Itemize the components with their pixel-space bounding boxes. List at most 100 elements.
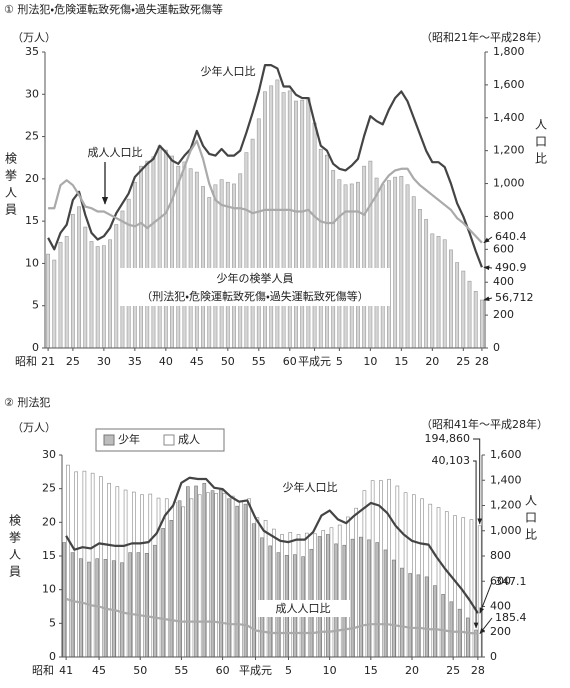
x-tick-label: 25 — [456, 355, 470, 368]
bar — [325, 154, 329, 349]
bar — [87, 561, 91, 658]
x-tick-label: 5 — [336, 355, 343, 368]
x-tick-label: 41 — [59, 664, 73, 677]
bar — [58, 241, 63, 349]
bar — [391, 559, 396, 658]
bar — [238, 173, 243, 349]
bar — [128, 552, 132, 658]
bar — [424, 576, 429, 658]
bar — [331, 170, 336, 349]
bar — [288, 532, 293, 658]
bar — [430, 233, 435, 349]
bar — [370, 480, 375, 658]
y-tick-label: 15 — [25, 214, 39, 227]
bar — [156, 497, 161, 658]
bar — [46, 253, 51, 349]
annotation-box — [256, 600, 350, 617]
y-tick-label: 25 — [25, 130, 39, 143]
bar — [428, 503, 433, 658]
bar — [362, 490, 367, 658]
bar — [108, 239, 112, 349]
period: （昭和41年～平成28年） — [421, 417, 548, 431]
y2-tick-label: 1,200 — [493, 144, 525, 157]
x-tick-label: 40 — [159, 355, 173, 368]
bar — [188, 168, 193, 349]
bar — [387, 478, 391, 658]
value-label: 40,103 — [432, 454, 471, 467]
bar — [294, 100, 298, 349]
bar — [374, 177, 379, 349]
bar — [151, 156, 156, 349]
bar — [83, 226, 88, 349]
bar — [201, 186, 205, 349]
bar — [176, 165, 181, 349]
legend-label: 成人 — [178, 433, 200, 446]
bar — [375, 542, 380, 658]
label-arrow — [473, 438, 483, 525]
bar — [177, 500, 182, 658]
period: （昭和21年～平成28年） — [421, 30, 548, 44]
bar — [182, 161, 187, 349]
bar — [318, 148, 323, 349]
x-tick-label: 15 — [364, 664, 378, 677]
x-tick-label: 28 — [475, 355, 489, 368]
x-tick-label: 50 — [133, 664, 147, 677]
bar — [467, 280, 472, 349]
bar — [321, 530, 326, 658]
legend-swatch — [163, 434, 175, 446]
y-tick-label: 0 — [49, 650, 56, 663]
bar — [281, 92, 286, 349]
x-tick-label: 10 — [363, 355, 377, 368]
bar — [343, 184, 348, 349]
y2-tick-label: 1,600 — [493, 78, 525, 91]
bar — [115, 486, 120, 658]
bar — [101, 245, 106, 349]
bar — [230, 495, 235, 658]
bar — [416, 574, 421, 658]
label-arrow — [473, 460, 479, 629]
bar — [420, 498, 424, 658]
bar — [455, 262, 460, 349]
bar — [444, 511, 449, 658]
line-annotation: 少年人口比 — [201, 64, 256, 78]
y-tick-label: 20 — [25, 172, 39, 185]
bar — [326, 534, 330, 658]
y-tick-label: 10 — [42, 583, 56, 596]
value-label: 194,860 — [425, 432, 471, 445]
chart-title: ② 刑法犯 — [4, 396, 50, 409]
y-axis-label: 検挙人員 — [4, 152, 18, 220]
bar — [239, 501, 243, 658]
bar — [206, 492, 210, 658]
bar — [66, 464, 70, 658]
bar — [170, 155, 174, 349]
bar — [466, 617, 470, 658]
bar-annotation-note: （刑法犯・危険運転致死傷・過失運転致死傷等） — [141, 289, 368, 303]
bar — [214, 493, 218, 658]
x-tick-label: 平成元 — [298, 355, 331, 368]
bar — [346, 516, 350, 658]
bar — [329, 527, 334, 658]
y-tick-label: 0 — [32, 341, 39, 354]
line-annotation: 成人人口比 — [276, 602, 331, 615]
value-label: 347.1 — [495, 575, 527, 588]
x-tick-label: 30 — [97, 355, 111, 368]
value-label: 185.4 — [495, 611, 527, 624]
bar — [70, 214, 75, 349]
bar — [263, 91, 267, 349]
bar — [271, 528, 276, 658]
bar — [247, 498, 251, 658]
label-arrow — [483, 265, 493, 271]
bar — [78, 558, 83, 658]
x-tick-label: 35 — [128, 355, 142, 368]
bar-annotation: 少年の検挙人員 — [217, 271, 294, 285]
bar — [280, 534, 284, 658]
label-arrow — [479, 581, 493, 614]
bar — [243, 503, 248, 658]
bar — [383, 549, 388, 658]
x-tick-label: 45 — [92, 664, 106, 677]
bar — [210, 490, 215, 658]
bar — [64, 236, 69, 349]
y2-axis-label: 人口比 — [524, 494, 538, 545]
bar — [354, 507, 358, 658]
x-tick-label: 5 — [285, 664, 292, 677]
